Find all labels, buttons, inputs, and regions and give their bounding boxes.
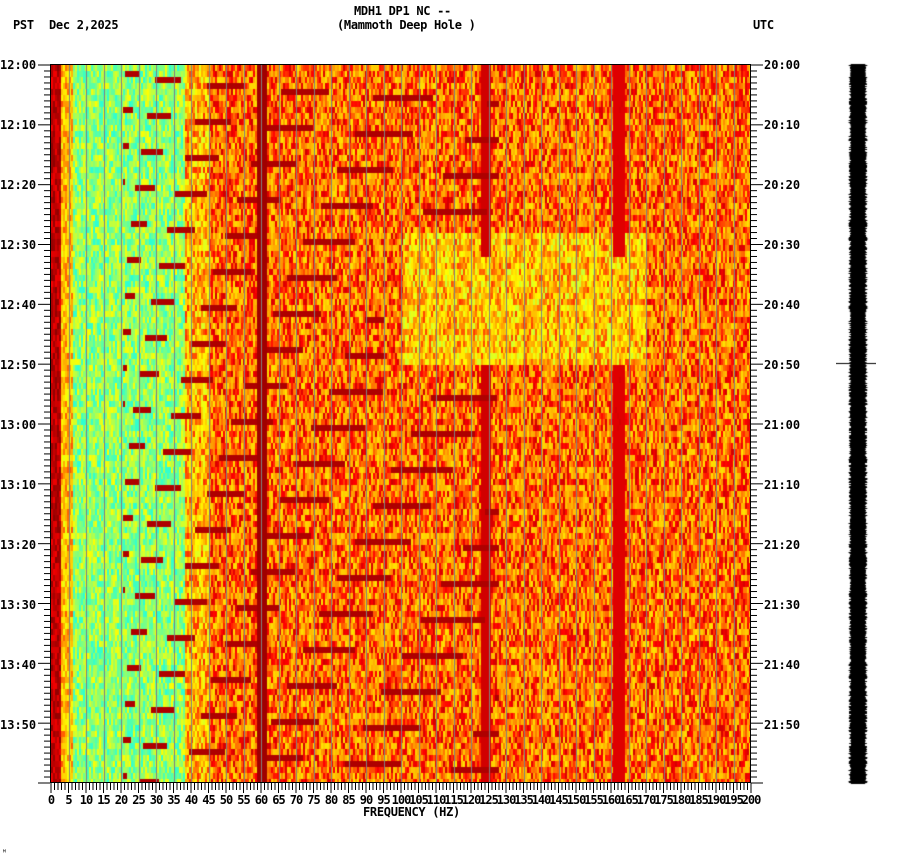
x-tick-label: 95 [377,793,390,807]
x-tick-label: 35 [167,793,180,807]
x-tick-label: 60 [254,793,268,807]
x-tick-label: 135 [514,793,534,807]
y-tick-label-right: 20:40 [764,298,801,312]
x-tick-label: 10 [79,793,93,807]
x-tick-label: 190 [706,793,727,807]
x-tick-label: 150 [566,793,587,807]
spectrogram-heatmap [51,65,751,783]
y-tick-label-left: 12:30 [0,238,37,252]
y-tick-label-left: 12:10 [0,118,37,132]
x-tick-label: 20 [114,793,128,807]
y-tick-label-left: 12:00 [0,58,37,72]
x-tick-label: 75 [307,793,320,807]
x-tick-label: 200 [741,793,762,807]
x-tick-label: 80 [324,793,338,807]
y-tick-label-right: 21:10 [764,478,801,492]
y-tick-label-right: 21:00 [764,418,801,432]
x-tick-label: 195 [724,793,744,807]
date-label: Dec 2,2025 [49,18,119,32]
x-tick-label: 30 [149,793,163,807]
x-tick-label: 155 [584,793,604,807]
y-tick-label-left: 13:00 [0,418,37,432]
x-axis-title: FREQUENCY (HZ) [363,805,460,819]
x-tick-label: 110 [426,793,447,807]
x-tick-label: 165 [619,793,639,807]
y-tick-label-right: 21:30 [764,598,801,612]
x-tick-label: 170 [636,793,657,807]
x-tick-label: 15 [97,793,110,807]
y-tick-label-right: 21:20 [764,538,801,552]
x-tick-label: 145 [549,793,569,807]
seismogram-trace [836,60,876,788]
x-tick-label: 125 [479,793,499,807]
x-tick-label: 120 [461,793,482,807]
x-tick-label: 0 [47,793,55,807]
y-tick-label-left: 12:40 [0,298,37,312]
y-tick-label-left: 13:50 [0,718,37,732]
y-tick-label-right: 20:50 [764,358,801,372]
x-tick-label: 175 [654,793,674,807]
y-tick-label-right: 21:50 [764,718,801,732]
y-tick-label-right: 20:30 [764,238,801,252]
y-tick-label-left: 12:50 [0,358,37,372]
x-tick-label: 140 [531,793,552,807]
x-tick-label: 40 [184,793,198,807]
x-tick-label: 180 [671,793,692,807]
x-tick-label: 130 [496,793,517,807]
x-tick-label: 5 [65,793,72,807]
x-tick-label: 115 [444,793,464,807]
y-tick-label-right: 21:40 [764,658,801,672]
y-tick-label-left: 13:30 [0,598,37,612]
y-tick-label-right: 20:20 [764,178,801,192]
right-timezone: UTC [753,18,774,32]
station-name: (Mammoth Deep Hole ) [337,18,476,32]
x-tick-label: 160 [601,793,622,807]
corner-mark: ᴹ [2,848,7,857]
x-tick-label: 100 [391,793,412,807]
x-tick-label: 70 [289,793,303,807]
x-tick-label: 105 [409,793,429,807]
x-tick-label: 45 [202,793,215,807]
x-tick-label: 25 [132,793,145,807]
x-tick-label: 55 [237,793,250,807]
y-tick-label-right: 20:10 [764,118,801,132]
y-tick-label-left: 13:10 [0,478,37,492]
x-tick-label: 185 [689,793,709,807]
y-tick-label-left: 12:20 [0,178,37,192]
x-tick-label: 65 [272,793,285,807]
y-tick-label-left: 13:40 [0,658,37,672]
left-timezone: PST [13,18,34,32]
station-line: MDH1 DP1 NC -- [354,4,451,18]
x-tick-label: 85 [342,793,355,807]
y-tick-label-right: 20:00 [764,58,801,72]
x-tick-label: 90 [359,793,373,807]
x-tick-label: 50 [219,793,233,807]
y-tick-label-left: 13:20 [0,538,37,552]
